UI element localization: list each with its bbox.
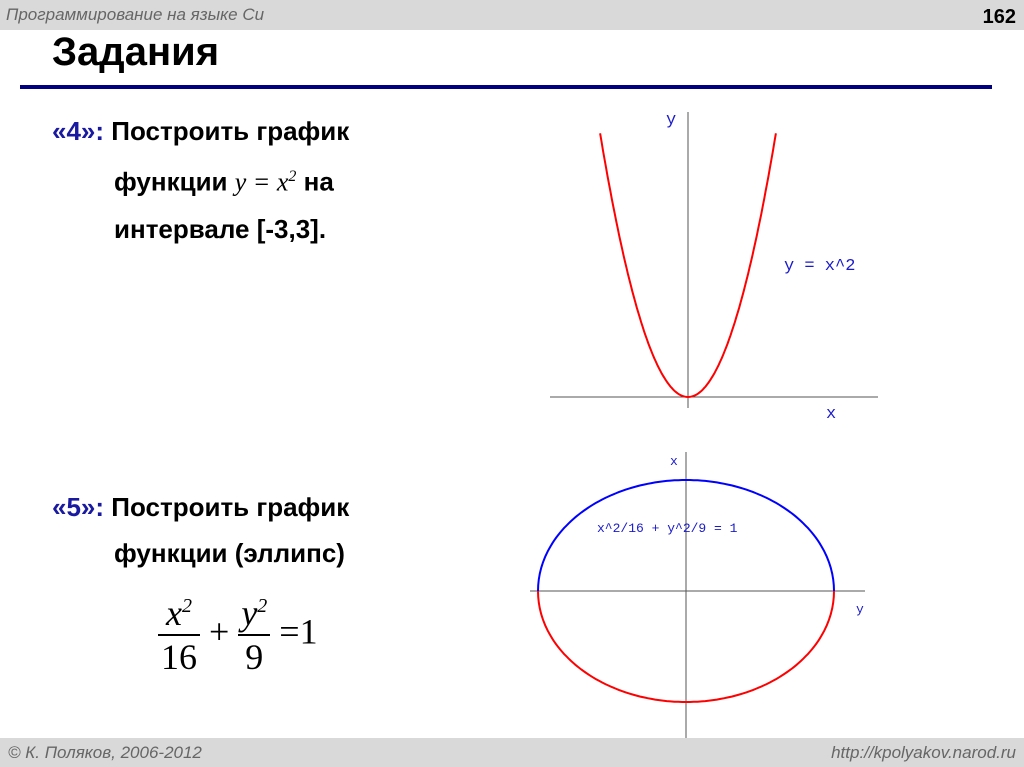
task-4: «4»: Построить график функции y = x2 на …: [52, 108, 349, 252]
eq-x: x: [166, 593, 182, 633]
eq-y: y: [241, 593, 258, 633]
parabola-chart: y x y = x^2: [550, 111, 878, 424]
eq-plus: +: [209, 611, 230, 652]
task-text: Построить график: [111, 492, 350, 522]
task-formula-exponent: 2: [288, 168, 297, 185]
y-axis-label: y: [666, 111, 676, 130]
task-text: Построить график: [111, 116, 350, 146]
eq-y-den: 9: [245, 637, 264, 677]
page-number: 162: [982, 6, 1016, 28]
eq-x-den: 16: [161, 637, 197, 677]
task-text: функции (эллипс): [114, 538, 345, 568]
ellipse-chart: x y x^2/16 + y^2/9 = 1: [530, 452, 865, 738]
header-bar: Программирование на языке Си 162: [0, 0, 1024, 30]
task-label: «5»:: [52, 492, 105, 522]
course-title: Программирование на языке Си: [6, 5, 265, 24]
footer-url[interactable]: http://kpolyakov.narod.ru: [831, 743, 1016, 762]
title-divider: [20, 85, 992, 89]
eq-rhs: 1: [299, 611, 318, 652]
eq-x-exp: 2: [181, 595, 192, 617]
task-formula: y = x: [234, 167, 289, 197]
task-5: «5»: Построить график функции (эллипс): [52, 484, 349, 576]
eq-equals: =: [279, 611, 300, 652]
parabola-annotation: y = x^2: [784, 257, 855, 276]
task-text: на: [296, 166, 334, 197]
ellipse-annotation: x^2/16 + y^2/9 = 1: [597, 521, 738, 536]
footer-bar: © К. Поляков, 2006-2012 http://kpolyakov…: [0, 738, 1024, 767]
horizontal-axis-label: y: [856, 602, 864, 617]
ellipse-equation: x2 16 + y2 9 =1: [158, 592, 318, 678]
task-label: «4»:: [52, 116, 105, 146]
task-text: функции: [114, 166, 235, 197]
slide-title: Задания: [52, 30, 220, 74]
x-axis-label: x: [826, 405, 836, 424]
eq-y-exp: 2: [257, 595, 268, 617]
vertical-axis-label: x: [670, 454, 678, 469]
ellipse-lower-half: [537, 590, 835, 703]
parabola-curve: [599, 133, 777, 399]
ellipse-upper-half: [537, 479, 835, 592]
footer-author: © К. Поляков, 2006-2012: [8, 743, 202, 762]
task-text: интервале [-3,3].: [114, 213, 327, 244]
